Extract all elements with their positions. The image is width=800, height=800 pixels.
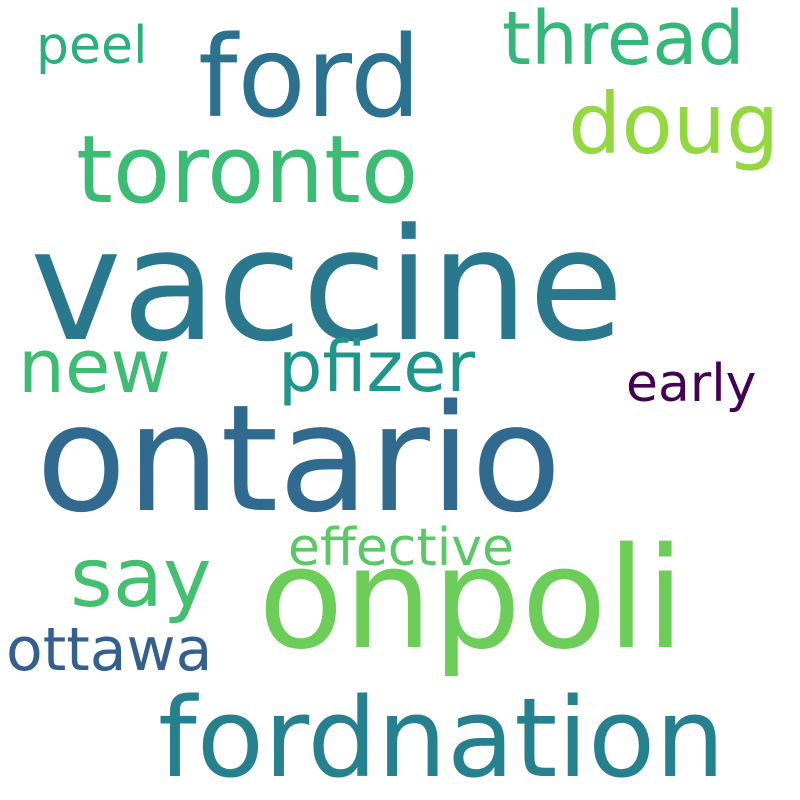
word-toronto: toronto (76, 116, 419, 225)
word-early: early (626, 354, 757, 414)
word-ottawa: ottawa (6, 615, 213, 685)
word-thread: thread (502, 0, 745, 82)
word-onpoli: onpoli (258, 518, 685, 681)
word-vaccine: vaccine (30, 195, 624, 376)
word-ford: ford (198, 13, 422, 143)
word-fordnation: fordnation (158, 674, 725, 800)
word-ontario: ontario (36, 373, 562, 545)
word-doug: doug (568, 75, 780, 173)
word-pfizer: pfizer (278, 326, 476, 408)
word-new: new (18, 324, 171, 410)
word-effective: effective (288, 518, 515, 578)
word-say: say (70, 531, 212, 626)
word-peel: peel (36, 16, 148, 76)
